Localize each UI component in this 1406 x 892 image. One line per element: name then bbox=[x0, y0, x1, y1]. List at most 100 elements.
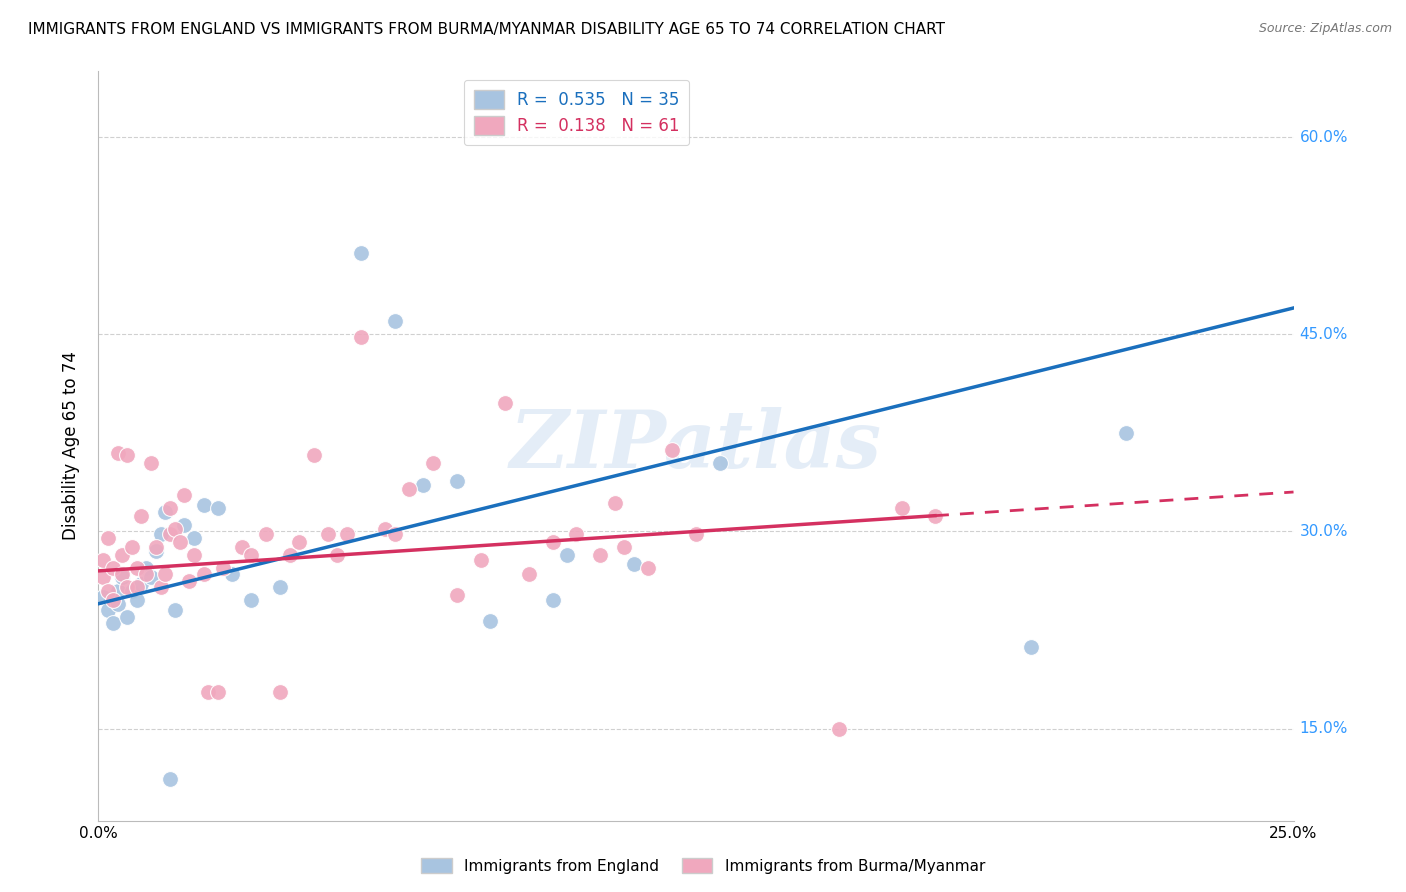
Point bbox=[589, 548, 612, 562]
Point bbox=[517, 566, 540, 581]
Point bbox=[316, 527, 339, 541]
Point bbox=[240, 548, 263, 562]
Legend: R =  0.535   N = 35, R =  0.138   N = 61: R = 0.535 N = 35, R = 0.138 N = 61 bbox=[464, 79, 689, 145]
Point bbox=[555, 548, 578, 562]
Point bbox=[541, 592, 564, 607]
Point bbox=[159, 527, 181, 541]
Point bbox=[211, 561, 233, 575]
Point bbox=[221, 566, 243, 581]
Point bbox=[111, 570, 134, 584]
Point bbox=[197, 685, 219, 699]
Point bbox=[384, 527, 406, 541]
Point bbox=[159, 500, 181, 515]
Text: 45.0%: 45.0% bbox=[1299, 326, 1348, 342]
Point bbox=[288, 535, 311, 549]
Point bbox=[91, 553, 114, 567]
Point bbox=[661, 442, 683, 457]
Point bbox=[470, 553, 492, 567]
Point bbox=[149, 580, 172, 594]
Point bbox=[91, 590, 114, 604]
Point bbox=[101, 616, 124, 631]
Y-axis label: Disability Age 65 to 74: Disability Age 65 to 74 bbox=[62, 351, 80, 541]
Point bbox=[1019, 640, 1042, 654]
Point bbox=[91, 570, 114, 584]
Point bbox=[207, 685, 229, 699]
Point bbox=[231, 540, 253, 554]
Point bbox=[269, 580, 291, 594]
Point bbox=[623, 558, 645, 572]
Point bbox=[1115, 425, 1137, 440]
Point bbox=[163, 522, 186, 536]
Point bbox=[240, 592, 263, 607]
Point bbox=[169, 535, 191, 549]
Point bbox=[183, 531, 205, 545]
Point bbox=[541, 535, 564, 549]
Point bbox=[149, 527, 172, 541]
Point bbox=[384, 314, 406, 328]
Text: ZIPatlas: ZIPatlas bbox=[510, 408, 882, 484]
Point bbox=[637, 561, 659, 575]
Point bbox=[97, 531, 120, 545]
Point bbox=[121, 540, 143, 554]
Point bbox=[193, 566, 215, 581]
Point bbox=[139, 570, 162, 584]
Point bbox=[193, 498, 215, 512]
Point bbox=[139, 456, 162, 470]
Point bbox=[603, 495, 626, 509]
Point bbox=[135, 566, 157, 581]
Point bbox=[398, 483, 420, 497]
Point bbox=[107, 445, 129, 459]
Point bbox=[422, 456, 444, 470]
Point bbox=[179, 574, 201, 589]
Point bbox=[155, 505, 177, 519]
Point bbox=[121, 583, 143, 598]
Point bbox=[278, 548, 301, 562]
Point bbox=[125, 561, 148, 575]
Point bbox=[111, 548, 134, 562]
Text: Source: ZipAtlas.com: Source: ZipAtlas.com bbox=[1258, 22, 1392, 36]
Point bbox=[709, 456, 731, 470]
Point bbox=[269, 685, 291, 699]
Point bbox=[155, 566, 177, 581]
Point bbox=[302, 448, 325, 462]
Point bbox=[97, 583, 120, 598]
Point bbox=[101, 592, 124, 607]
Point bbox=[107, 597, 129, 611]
Point bbox=[479, 614, 502, 628]
Point bbox=[111, 566, 134, 581]
Point bbox=[125, 580, 148, 594]
Point bbox=[163, 603, 186, 617]
Point bbox=[159, 772, 181, 786]
Point bbox=[173, 517, 195, 532]
Point bbox=[145, 544, 167, 558]
Point bbox=[207, 500, 229, 515]
Point bbox=[374, 522, 396, 536]
Point bbox=[254, 527, 277, 541]
Point bbox=[97, 603, 120, 617]
Text: IMMIGRANTS FROM ENGLAND VS IMMIGRANTS FROM BURMA/MYANMAR DISABILITY AGE 65 TO 74: IMMIGRANTS FROM ENGLAND VS IMMIGRANTS FR… bbox=[28, 22, 945, 37]
Point bbox=[685, 527, 707, 541]
Point bbox=[173, 488, 195, 502]
Point bbox=[131, 577, 153, 591]
Legend: Immigrants from England, Immigrants from Burma/Myanmar: Immigrants from England, Immigrants from… bbox=[415, 852, 991, 880]
Point bbox=[446, 475, 468, 489]
Point bbox=[115, 580, 138, 594]
Point bbox=[125, 592, 148, 607]
Point bbox=[494, 395, 516, 409]
Point bbox=[101, 561, 124, 575]
Point bbox=[828, 722, 851, 736]
Point bbox=[924, 508, 946, 523]
Point bbox=[107, 583, 129, 598]
Text: 15.0%: 15.0% bbox=[1299, 721, 1348, 736]
Point bbox=[890, 500, 912, 515]
Text: 60.0%: 60.0% bbox=[1299, 129, 1348, 145]
Point bbox=[326, 548, 349, 562]
Point bbox=[613, 540, 636, 554]
Point bbox=[115, 448, 138, 462]
Point bbox=[115, 610, 138, 624]
Point bbox=[565, 527, 588, 541]
Point bbox=[446, 588, 468, 602]
Point bbox=[350, 330, 373, 344]
Point bbox=[145, 540, 167, 554]
Point bbox=[336, 527, 359, 541]
